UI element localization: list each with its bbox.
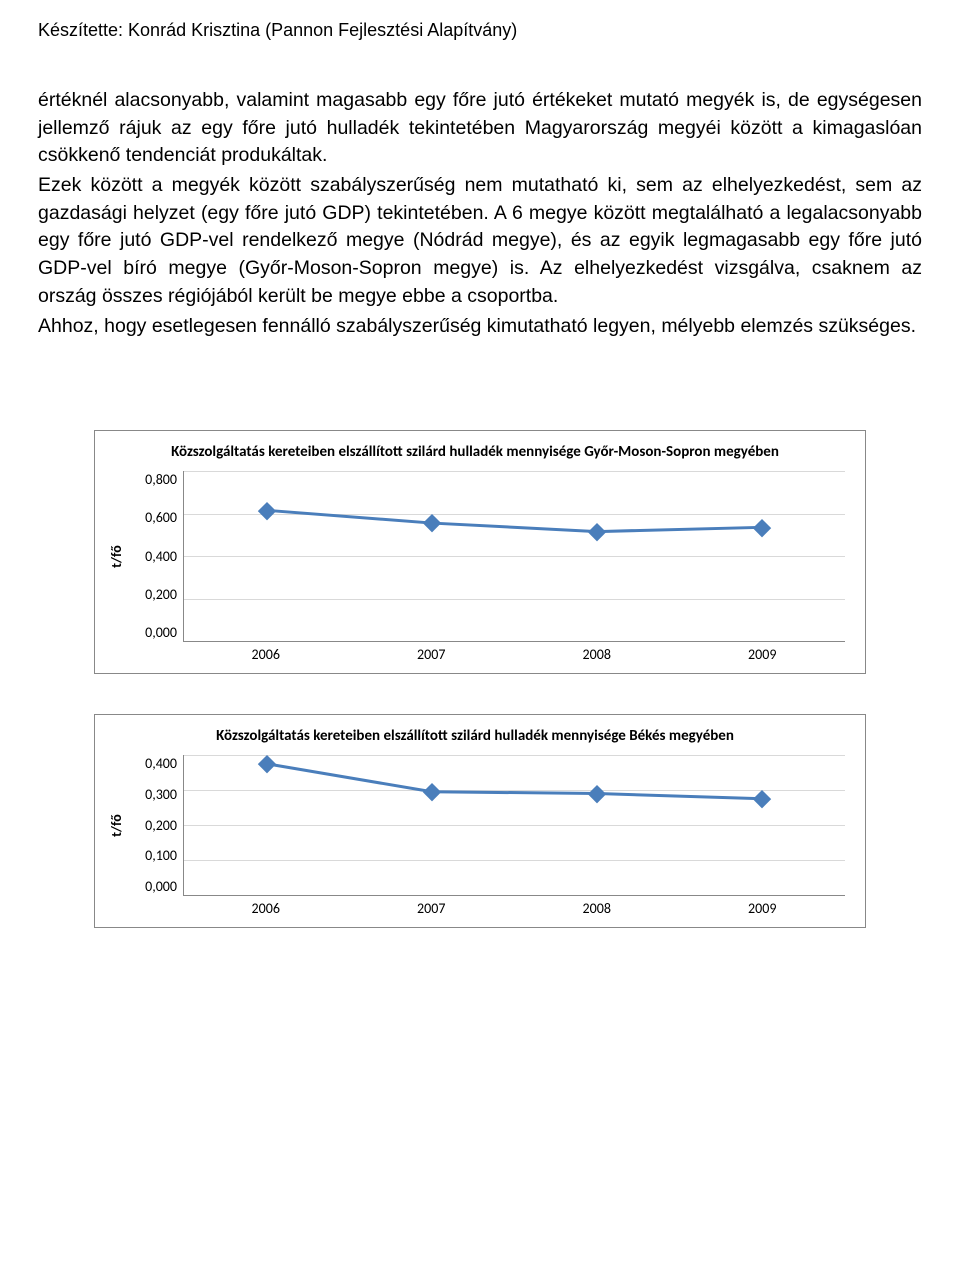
chart-line-svg: [184, 471, 845, 641]
chart-ytick-label: 0,000: [145, 624, 177, 641]
chart-body: t/fő 0,800 0,600 0,400 0,200 0,000: [105, 471, 845, 642]
chart-xticks: 2006200720082009: [105, 646, 845, 663]
chart-xtick-label: 2008: [514, 900, 680, 917]
chart-ytick-label: 0,800: [145, 471, 177, 488]
chart-plot-area: [183, 755, 845, 896]
chart-xtick-label: 2007: [349, 646, 515, 663]
chart-ytick-label: 0,400: [145, 755, 177, 772]
chart-gyor-moson-sopron: Közszolgáltatás kereteiben elszállított …: [94, 430, 866, 674]
chart-ylabel: t/fő: [108, 814, 125, 837]
chart-ylabel-wrap: t/fő: [105, 755, 127, 896]
chart-body: t/fő 0,400 0,300 0,200 0,100 0,000: [105, 755, 845, 896]
chart-xtick-label: 2009: [680, 646, 846, 663]
chart-ytick-label: 0,300: [145, 786, 177, 803]
document-author-header: Készítette: Konrád Krisztina (Pannon Fej…: [38, 20, 922, 41]
chart-title: Közszolgáltatás kereteiben elszállított …: [105, 443, 845, 461]
chart-xtick-label: 2009: [680, 900, 846, 917]
chart-xticks: 2006200720082009: [105, 900, 845, 917]
body-paragraph-3: Ahhoz, hogy esetlegesen fennálló szabály…: [38, 313, 922, 341]
chart-xtick-label: 2006: [183, 900, 349, 917]
chart-ylabel-wrap: t/fő: [105, 471, 127, 642]
chart-ytick-label: 0,400: [145, 548, 177, 565]
chart-series-line: [267, 764, 763, 799]
chart-xtick-label: 2006: [183, 646, 349, 663]
chart-ylabel: t/fő: [108, 545, 125, 568]
body-paragraph-1: értéknél alacsonyabb, valamint magasabb …: [38, 87, 922, 170]
chart-line-svg: [184, 755, 845, 895]
chart-ytick-label: 0,200: [145, 817, 177, 834]
chart-ytick-label: 0,100: [145, 847, 177, 864]
document-page: Készítette: Konrád Krisztina (Pannon Fej…: [0, 0, 960, 968]
chart-title: Közszolgáltatás kereteiben elszállított …: [105, 727, 845, 745]
chart-xtick-label: 2007: [349, 900, 515, 917]
chart-xtick-spacer: [105, 646, 183, 663]
chart-yticks: 0,800 0,600 0,400 0,200 0,000: [127, 471, 183, 641]
body-paragraph-2: Ezek között a megyék között szabályszerű…: [38, 172, 922, 310]
chart-yticks: 0,400 0,300 0,200 0,100 0,000: [127, 755, 183, 895]
chart-xtick-label: 2008: [514, 646, 680, 663]
chart-ytick-label: 0,200: [145, 586, 177, 603]
chart-bekes: Közszolgáltatás kereteiben elszállított …: [94, 714, 866, 928]
chart-series-line: [267, 511, 763, 532]
chart-ytick-label: 0,000: [145, 878, 177, 895]
chart-xticks-inner: 2006200720082009: [183, 646, 845, 663]
chart-plot-area: [183, 471, 845, 642]
chart-xtick-spacer: [105, 900, 183, 917]
chart-ytick-label: 0,600: [145, 509, 177, 526]
chart-xticks-inner: 2006200720082009: [183, 900, 845, 917]
